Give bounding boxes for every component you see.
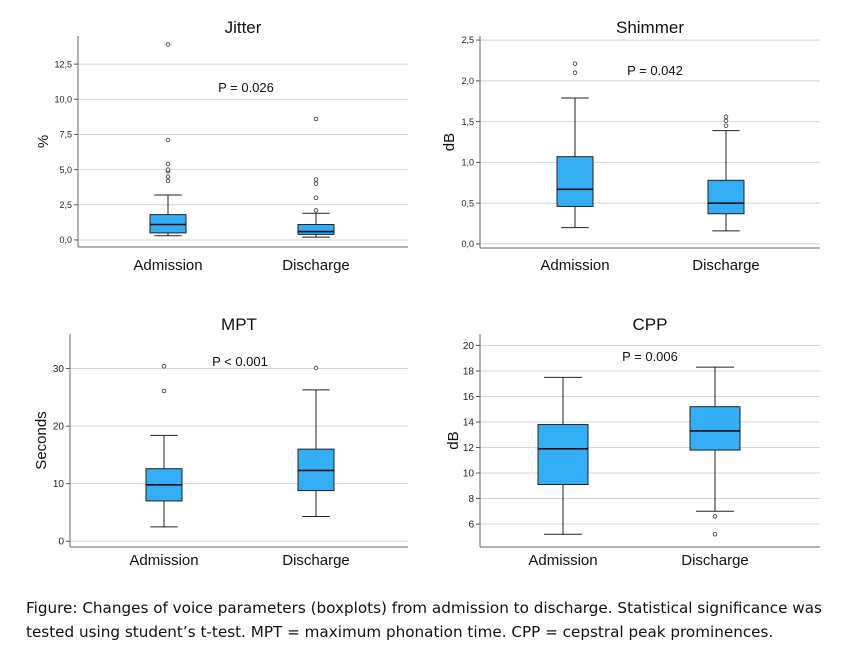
p-value-annotation: P = 0.042	[627, 63, 683, 78]
chart-title: Jitter	[225, 18, 262, 37]
y-axis-label: dB	[445, 431, 462, 449]
y-axis-label: dB	[441, 133, 458, 151]
y-tick-label: 1,5	[461, 117, 474, 127]
y-axis-label: %	[35, 135, 52, 148]
outlier-point	[313, 181, 319, 186]
outlier-point	[165, 42, 171, 47]
outlier-point	[165, 167, 171, 172]
x-category-label: Admission	[133, 257, 202, 274]
shimmer-boxplot: Shimmer 0,0 0,5 1,0 1,5 2,0 2,5 dB P = 0.042 Admi…	[441, 18, 820, 274]
box-iqr	[556, 156, 594, 207]
cpp-boxplot: CPP 6 8 10 12 14 16 18 20 dB P = 0.006 Admission Dis…	[445, 315, 820, 569]
outlier-point	[165, 178, 171, 184]
chart-title: Shimmer	[616, 18, 684, 37]
outlier-point	[572, 70, 578, 75]
y-axis-label: Seconds	[33, 411, 50, 469]
x-category-label: Discharge	[692, 257, 760, 274]
y-tick-label: 7,5	[59, 130, 72, 140]
outlier-point	[313, 208, 319, 213]
jitter-panel: Jitter 0,0 2,5 5,0 7,5 10,0 12,5% P = 0.026 Admi…	[0, 0, 430, 300]
outlier-point	[723, 123, 729, 128]
y-tick-label: 10	[463, 469, 475, 480]
y-tick-label: 0,0	[59, 235, 72, 245]
x-category-label: Admission	[129, 552, 198, 569]
box-iqr	[689, 406, 741, 451]
outlier-point	[161, 388, 167, 394]
jitter-boxplot: Jitter 0,0 2,5 5,0 7,5 10,0 12,5% P = 0.026 Admi…	[35, 18, 408, 274]
outlier-point	[313, 195, 319, 201]
y-tick-label: 10	[53, 479, 65, 490]
outlier-point	[313, 365, 319, 371]
y-tick-label: 20	[463, 341, 475, 352]
outlier-point	[313, 177, 319, 182]
y-tick-label: 12,5	[54, 59, 72, 69]
x-category-label: Admission	[540, 257, 609, 274]
y-tick-label: 2,5	[59, 200, 72, 210]
outlier-point	[572, 61, 578, 66]
p-value-annotation: P = 0.006	[622, 349, 678, 364]
y-tick-label: 2,5	[461, 35, 474, 45]
outlier-point	[712, 531, 718, 537]
y-tick-label: 5,0	[59, 165, 72, 175]
y-tick-label: 30	[53, 364, 65, 375]
cpp-panel: CPP 6 8 10 12 14 16 18 20 dB P = 0.006 Admission Dis…	[430, 300, 867, 590]
y-tick-label: 2,0	[461, 76, 474, 86]
y-tick-label: 8	[468, 494, 474, 505]
chart-title: MPT	[221, 315, 257, 334]
y-tick-label: 6	[468, 520, 474, 531]
chart-title: CPP	[633, 315, 668, 334]
y-tick-label: 12	[463, 443, 475, 454]
mpt-panel: MPT 0 10 20 30 Seconds P < 0.001 Admission Disch…	[0, 300, 430, 590]
p-value-annotation: P = 0.026	[218, 80, 274, 95]
y-tick-label: 0	[58, 537, 64, 548]
y-tick-label: 20	[53, 422, 65, 433]
outlier-point	[712, 514, 718, 519]
outlier-point	[165, 161, 171, 167]
y-tick-label: 14	[463, 418, 475, 429]
y-tick-label: 16	[463, 392, 475, 403]
box-iqr	[297, 223, 335, 235]
y-tick-label: 10,0	[54, 94, 72, 104]
x-category-label: Discharge	[282, 257, 350, 274]
box-iqr	[707, 179, 745, 215]
outlier-point	[165, 137, 171, 143]
y-tick-label: 18	[463, 366, 475, 377]
outlier-point	[723, 114, 729, 119]
outlier-point	[723, 118, 729, 124]
mpt-boxplot: MPT 0 10 20 30 Seconds P < 0.001 Admission Disch…	[33, 315, 408, 569]
y-tick-label: 0,0	[461, 239, 474, 249]
outlier-point	[313, 116, 319, 122]
x-category-label: Admission	[528, 552, 597, 569]
shimmer-panel: Shimmer 0,0 0,5 1,0 1,5 2,0 2,5 dB P = 0.042 Admi…	[430, 0, 867, 300]
x-category-label: Discharge	[282, 552, 350, 569]
y-tick-label: 0,5	[461, 198, 474, 208]
outlier-point	[161, 363, 167, 369]
box-iqr	[537, 424, 589, 486]
p-value-annotation: P < 0.001	[212, 354, 268, 369]
outlier-point	[165, 174, 171, 179]
figure-caption: Figure: Changes of voice parameters (box…	[26, 599, 822, 641]
y-tick-label: 1,0	[461, 158, 474, 168]
x-category-label: Discharge	[681, 552, 749, 569]
